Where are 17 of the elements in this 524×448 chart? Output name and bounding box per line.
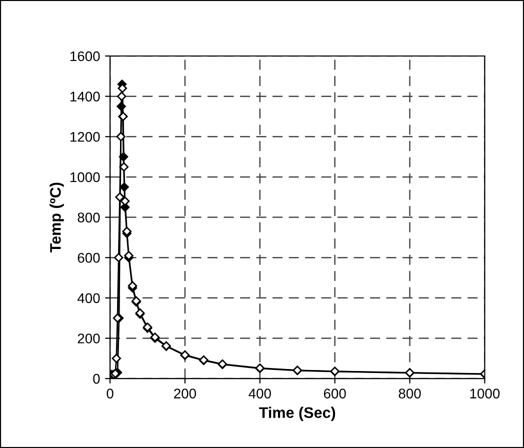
x-tick-label: 400	[248, 388, 271, 398]
y-tick-label: 1400	[70, 92, 100, 102]
x-tick-label: 1000	[470, 388, 500, 398]
x-tick-label: 800	[398, 388, 421, 398]
y-tick-label: 1000	[70, 172, 100, 182]
y-tick-label: 1600	[70, 51, 100, 62]
y-tick-label: 800	[78, 212, 100, 222]
y-axis-title: Temp (ºC)	[50, 182, 64, 252]
y-tick-label: 600	[78, 252, 100, 263]
y-tick-label: 1200	[70, 132, 100, 142]
x-axis-title: Time (Sec)	[259, 406, 336, 422]
x-tick-label: 0	[106, 388, 114, 398]
y-tick-label: 400	[77, 293, 100, 304]
x-tick-label: 600	[324, 388, 346, 398]
x-tick-label: 200	[174, 388, 196, 398]
y-tick-label: 0	[93, 374, 100, 384]
y-tick-label: 200	[78, 334, 100, 344]
